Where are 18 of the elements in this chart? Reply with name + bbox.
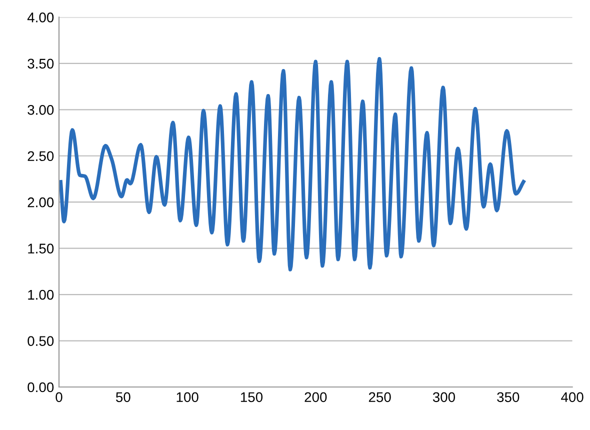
y-tick-label: 1.50 — [28, 244, 54, 254]
x-tick-label: 400 — [561, 392, 584, 402]
x-tick-label: 350 — [497, 392, 520, 402]
y-tick-label: 3.00 — [28, 104, 54, 115]
y-tick-label: 2.00 — [28, 197, 54, 208]
x-tick-label: 0 — [56, 392, 62, 402]
y-tick-label: 0.50 — [28, 336, 54, 346]
y-tick-label: 1.00 — [28, 290, 54, 300]
x-tick-label: 200 — [304, 392, 327, 402]
y-tick-label: 4.00 — [27, 12, 54, 22]
x-tick-label: 250 — [368, 392, 391, 402]
x-tick-label: 300 — [432, 392, 456, 402]
y-tick-label: 0.00 — [28, 382, 54, 392]
y-tick-label: 3.50 — [28, 58, 54, 69]
x-tick-label: 150 — [240, 392, 263, 402]
x-tick-label: 50 — [116, 392, 130, 402]
y-tick-label: 2.50 — [28, 151, 54, 162]
x-tick-label: 100 — [176, 392, 198, 402]
